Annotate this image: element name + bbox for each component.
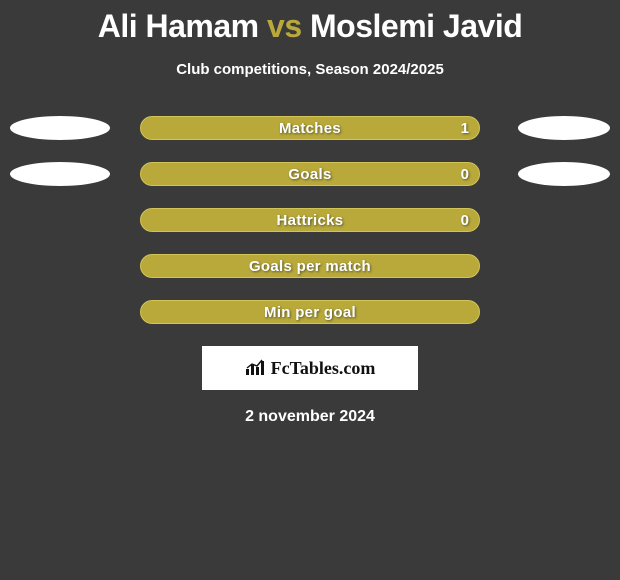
title-player2: Moslemi Javid [310,8,522,44]
stat-value: 0 [461,166,469,183]
page-title: Ali Hamam vs Moslemi Javid [0,0,620,45]
title-player1: Ali Hamam [98,8,259,44]
date-text: 2 november 2024 [0,408,620,426]
stat-row: Matches 1 [0,116,620,140]
stat-label: Hattricks [277,212,344,229]
stat-value: 1 [461,120,469,137]
stat-row: Min per goal [0,300,620,324]
chart-icon [245,358,267,379]
stat-value: 0 [461,212,469,229]
logo-text: FcTables.com [271,358,376,379]
stat-row: Goals 0 [0,162,620,186]
subtitle: Club competitions, Season 2024/2025 [0,61,620,78]
player-oval-left [10,162,110,186]
stats-container: Matches 1 Goals 0 Hattricks 0 Goals per match M… [0,116,620,324]
stat-bar: Goals 0 [140,162,480,186]
player-oval-left [10,116,110,140]
stat-row: Hattricks 0 [0,208,620,232]
stat-label: Goals [288,166,331,183]
stat-label: Min per goal [264,304,356,321]
stat-row: Goals per match [0,254,620,278]
stat-bar: Hattricks 0 [140,208,480,232]
logo-box: FcTables.com [202,346,418,390]
stat-label: Matches [279,120,341,137]
stat-label: Goals per match [249,258,371,275]
stat-bar: Matches 1 [140,116,480,140]
player-oval-right [518,162,610,186]
title-vs: vs [267,8,302,44]
stat-bar: Goals per match [140,254,480,278]
stat-bar: Min per goal [140,300,480,324]
player-oval-right [518,116,610,140]
